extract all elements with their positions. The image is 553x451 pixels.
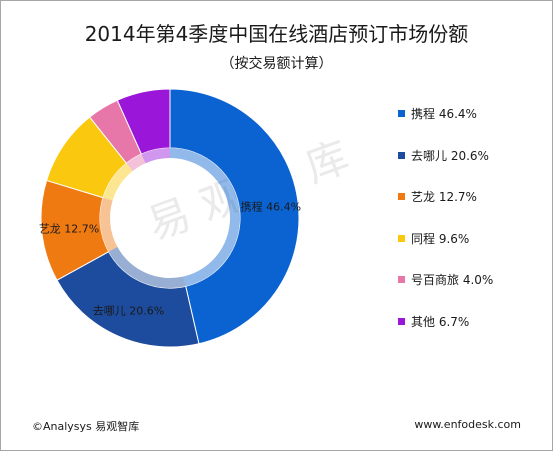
donut-inner-ring-1 — [170, 148, 241, 287]
donut-inner-ring-6 — [141, 148, 170, 164]
legend-item-2: 去哪儿 20.6% — [398, 146, 548, 166]
legend-item-1: 携程 46.4% — [398, 104, 548, 124]
legend-label: 其他 6.7% — [411, 314, 470, 329]
legend-swatch — [398, 276, 405, 283]
chart-legend: 携程 46.4% 去哪儿 20.6% 艺龙 12.7% 同程 9.6% 号百商旅 4.0… — [398, 104, 548, 353]
legend-swatch — [398, 193, 405, 200]
legend-label: 同程 9.6% — [411, 231, 470, 246]
slice-data-label-1: 携程 46.4% — [241, 200, 301, 214]
legend-label: 携程 46.4% — [411, 107, 477, 121]
legend-item-5: 号百商旅 4.0% — [398, 270, 548, 290]
donut-inner-ring-3 — [100, 197, 118, 252]
slice-data-label-2: 去哪儿 20.6% — [93, 305, 164, 318]
legend-swatch — [398, 317, 405, 325]
donut-slice-1 — [169, 88, 300, 345]
slice-data-label-3: 艺龙 12.7% — [39, 223, 99, 236]
legend-swatch — [398, 151, 405, 159]
donut-inner-ring-2 — [108, 246, 186, 288]
donut-inner-ring-5 — [126, 154, 146, 172]
legend-item-4: 同程 9.6% — [398, 229, 548, 249]
donut-slice-2 — [56, 251, 200, 348]
chart-title: 2014年第4季度中国在线酒店预订市场份额 — [84, 22, 469, 46]
legend-label: 号百商旅 4.0% — [411, 273, 494, 287]
legend-label: 去哪儿 20.6% — [411, 148, 489, 163]
legend-label: 艺龙 12.7% — [411, 190, 477, 204]
footer-source: ©Analysys 易观智库 — [32, 420, 140, 433]
donut-slice-6 — [116, 88, 171, 155]
legend-item-3: 艺龙 12.7% — [398, 187, 548, 207]
legend-item-6: 其他 6.7% — [398, 312, 548, 332]
chart-subtitle: （按交易额计算） — [220, 56, 333, 72]
legend-swatch — [398, 110, 405, 117]
footer-site: www.enfodesk.com — [414, 418, 521, 431]
donut-inner-ring-4 — [103, 163, 133, 201]
legend-swatch — [398, 234, 405, 242]
